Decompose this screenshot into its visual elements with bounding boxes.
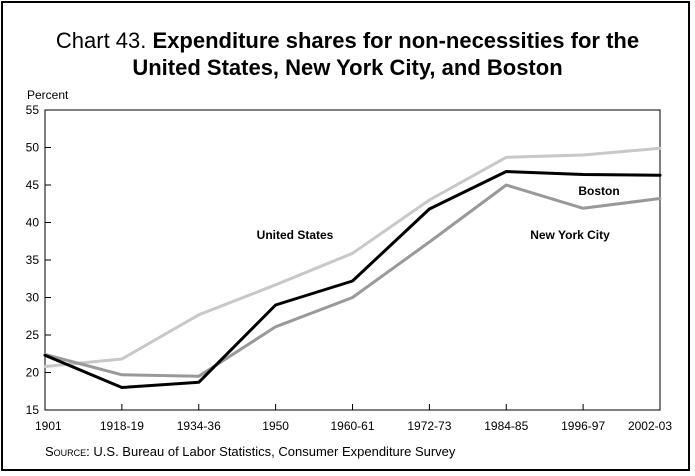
title-main-line-1: Expenditure shares for non-necessities f… — [152, 28, 640, 53]
title-prefix: Chart 43. — [55, 28, 147, 53]
y-tick-label: 40 — [26, 216, 40, 230]
series-label-boston: Boston — [578, 184, 619, 198]
x-tick-label: 1934-36 — [177, 419, 221, 433]
title-main-line-2: United States, New York City, and Boston — [132, 55, 563, 80]
y-tick-label: 15 — [26, 403, 40, 417]
chart-title: Chart 43. Expenditure shares for non-nec… — [3, 27, 692, 81]
y-tick-label: 50 — [26, 141, 40, 155]
x-tick-label: 1901 — [35, 419, 62, 433]
y-tick-label: 25 — [26, 328, 40, 342]
x-tick-label: 1972-73 — [407, 419, 451, 433]
x-tick-label: 2002-03 — [628, 419, 672, 433]
y-tick-label: 55 — [26, 103, 40, 117]
series-line-united-states — [43, 146, 662, 368]
series-label-new-york-city: New York City — [530, 228, 610, 242]
chart-frame: Chart 43. Expenditure shares for non-nec… — [1, 1, 690, 471]
x-tick-label: 1984-85 — [484, 419, 528, 433]
x-tick-label: 1960-61 — [330, 419, 374, 433]
y-tick-label: 35 — [26, 253, 40, 267]
line-chart: Percent 15 20 25 30 35 40 45 50 55 1901 1918-19 1934… — [26, 88, 673, 433]
x-tick-label: 1996-97 — [561, 419, 605, 433]
source-note: Source: U.S. Bureau of Labor Statistics,… — [45, 444, 455, 459]
title-line-1: Chart 43. Expenditure shares for non-nec… — [3, 27, 692, 54]
y-tick-label: 20 — [26, 366, 40, 380]
series-label-united-states: United States — [257, 228, 334, 242]
y-tick-label: 30 — [26, 291, 40, 305]
x-tick-label: 1950 — [262, 419, 289, 433]
y-tick-label: 45 — [26, 178, 40, 192]
y-axis-label: Percent — [27, 88, 69, 102]
x-tick-label: 1918-19 — [100, 419, 144, 433]
source-key: Source: — [45, 444, 90, 459]
source-text: U.S. Bureau of Labor Statistics, Consume… — [89, 444, 456, 459]
